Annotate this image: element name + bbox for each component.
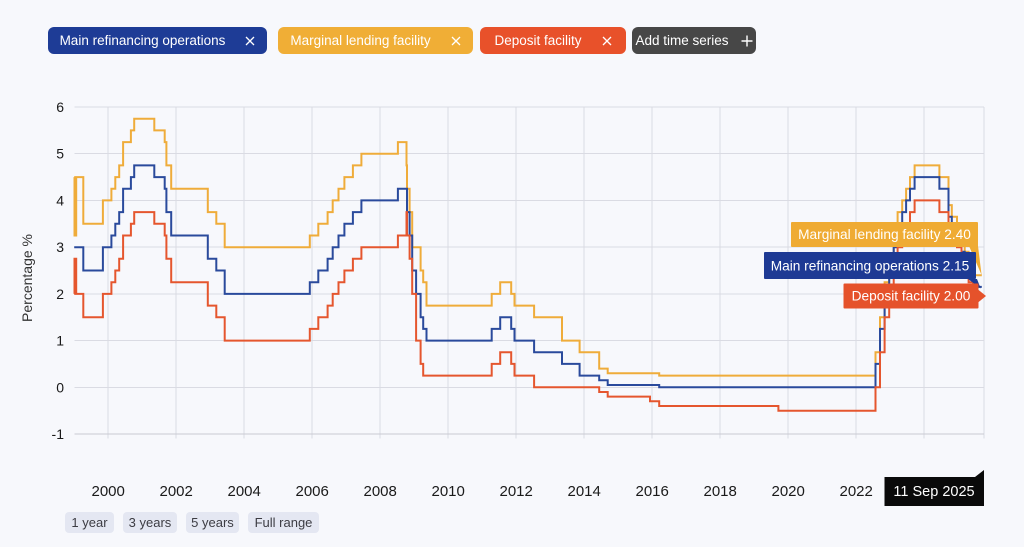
svg-text:3: 3 [56, 239, 64, 255]
svg-text:Main refinancing operations 2.: Main refinancing operations 2.15 [771, 259, 970, 274]
svg-text:4: 4 [56, 192, 64, 208]
svg-text:-1: -1 [52, 426, 65, 442]
svg-text:2006: 2006 [296, 483, 329, 500]
svg-text:11 Sep 2025: 11 Sep 2025 [893, 484, 974, 500]
svg-text:2008: 2008 [364, 483, 397, 500]
svg-text:6: 6 [56, 99, 64, 115]
svg-text:2016: 2016 [636, 483, 669, 500]
svg-text:2000: 2000 [92, 483, 125, 500]
svg-text:2004: 2004 [228, 483, 261, 500]
svg-text:2020: 2020 [772, 483, 805, 500]
svg-text:2022: 2022 [840, 483, 873, 500]
svg-text:2012: 2012 [500, 483, 533, 500]
svg-text:Marginal lending facility 2.40: Marginal lending facility 2.40 [798, 227, 971, 242]
svg-text:2002: 2002 [160, 483, 193, 500]
svg-text:2014: 2014 [568, 483, 601, 500]
svg-text:5: 5 [56, 146, 64, 162]
svg-text:2: 2 [56, 286, 64, 302]
svg-text:Percentage %: Percentage % [19, 234, 35, 322]
svg-text:2010: 2010 [432, 483, 465, 500]
svg-text:2018: 2018 [704, 483, 737, 500]
svg-text:Deposit facility 2.00: Deposit facility 2.00 [852, 289, 971, 304]
svg-text:0: 0 [56, 379, 64, 395]
svg-text:1: 1 [56, 333, 64, 349]
